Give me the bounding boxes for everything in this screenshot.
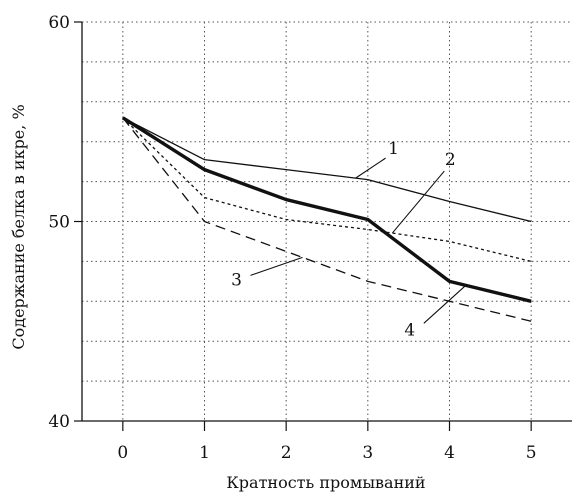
y-axis-title: Содержание белка в икре, % [9, 104, 28, 349]
series-leader-line [250, 256, 303, 276]
x-tick-label: 1 [199, 443, 210, 463]
y-tick-label: 50 [48, 213, 70, 233]
x-tick-label: 5 [526, 443, 537, 463]
series-label-2: 2 [445, 150, 456, 170]
series-line-4 [121, 116, 532, 303]
grid [82, 21, 572, 422]
x-tick-label: 4 [444, 443, 455, 463]
y-tick-label: 60 [48, 13, 70, 33]
series-line-3 [122, 117, 532, 322]
series-leader-line [423, 284, 467, 324]
series-leader-line [391, 170, 445, 234]
series-label-1: 1 [388, 139, 399, 159]
series-label-4: 4 [404, 320, 415, 340]
series-lines [121, 116, 532, 322]
axes: 0 1 2 3 4 5 40 50 60 [48, 13, 572, 463]
series-leader-line [355, 157, 386, 179]
y-tick-label: 40 [48, 412, 70, 432]
x-tick-label: 0 [117, 443, 128, 463]
series-line-2 [122, 117, 532, 263]
x-tick-label: 2 [281, 443, 292, 463]
x-tick-label: 3 [362, 443, 373, 463]
series-labels: 1 2 3 4 [231, 139, 467, 340]
x-axis-title: Кратность промываний [226, 473, 425, 492]
series-line-1 [122, 117, 532, 223]
series-label-3: 3 [231, 270, 242, 290]
